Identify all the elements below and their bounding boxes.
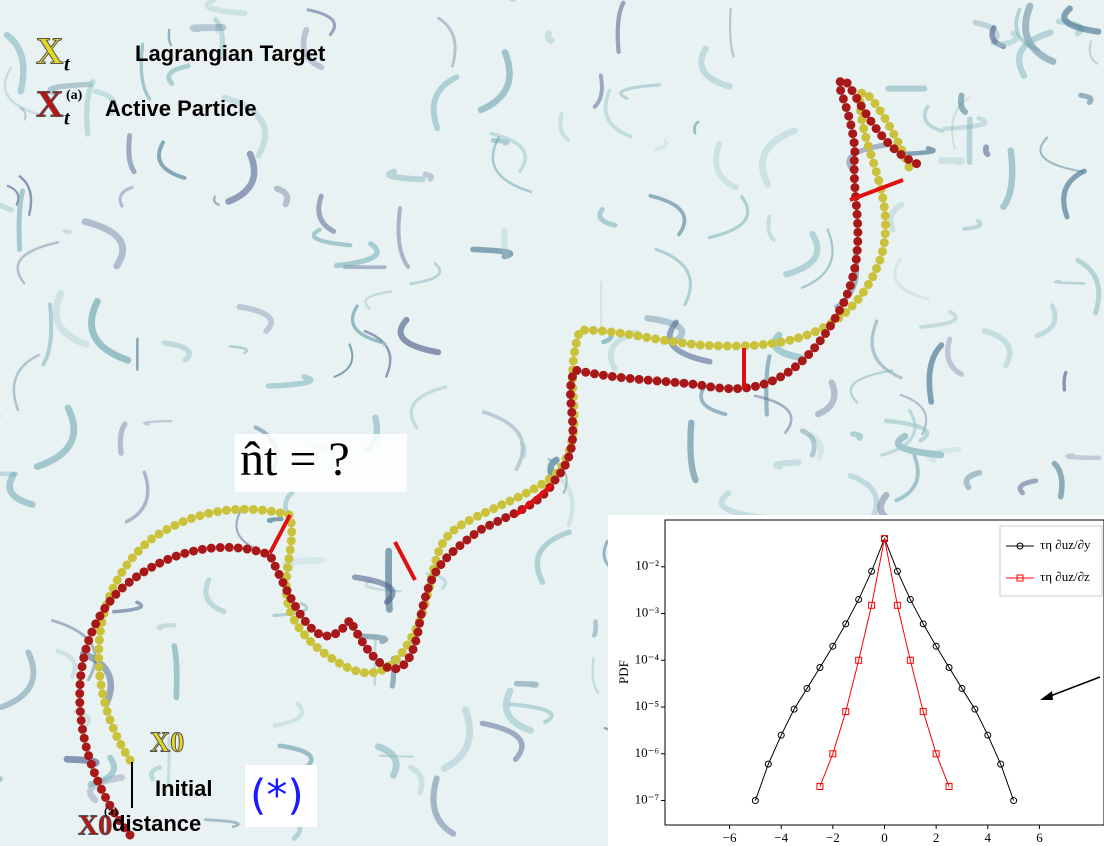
start-target: X0 [150, 727, 184, 758]
vortex-strand [941, 161, 961, 162]
y-tick-label: 10⁻³ [635, 605, 659, 620]
particle-symbol: X [36, 84, 63, 126]
vortex-strand [269, 519, 282, 521]
y-tick-label: 10⁻⁷ [635, 792, 659, 807]
vortex-strand [193, 27, 223, 28]
vortex-strand [523, 445, 524, 456]
initial-label: Initial [155, 776, 212, 801]
vortex-strand [517, 684, 537, 685]
target-symbol: X [36, 31, 63, 73]
x-tick-label: 0 [881, 830, 888, 845]
x-tick-label: 2 [933, 830, 940, 845]
page: {"labels": { "target_symbol": "X", "targ… [0, 0, 1104, 846]
vortex-strand [986, 147, 988, 154]
figure: X t Lagrangian Target X t (a) Active Par… [0, 0, 1104, 846]
y-tick-label: 10⁻⁴ [635, 651, 660, 666]
y-tick-label: 10⁻⁵ [635, 698, 659, 713]
legend-label: τη ∂uz/∂y [1040, 537, 1091, 552]
x-tick-label: −4 [774, 830, 788, 845]
vortex-strand [174, 646, 176, 697]
x-tick-label: 6 [1036, 830, 1043, 845]
vortex-strand [504, 231, 506, 255]
legend-label: τη ∂uz/∂z [1040, 569, 1090, 584]
particle-label: Active Particle [105, 96, 257, 121]
x-tick-label: −6 [723, 830, 737, 845]
distance-label: distance [112, 811, 201, 836]
vortex-strand [344, 267, 384, 268]
vortex-strand [65, 231, 70, 232]
vortex-strand [1064, 372, 1066, 389]
particle-superscript: (a) [66, 88, 83, 103]
marker-note: (*) [250, 771, 304, 820]
target-label: Lagrangian Target [135, 41, 326, 66]
x-tick-label: −2 [826, 830, 840, 845]
y-tick-label: 10⁻² [635, 558, 659, 573]
vortex-strand [1068, 455, 1100, 458]
vortex-strand [594, 621, 596, 635]
x-tick-label: 4 [985, 830, 992, 845]
y-axis-label: PDF [616, 660, 631, 684]
vortex-strand [548, 34, 551, 41]
y-tick-label: 10⁻⁶ [635, 745, 659, 760]
heading-question: n̂t = ? [240, 433, 350, 486]
